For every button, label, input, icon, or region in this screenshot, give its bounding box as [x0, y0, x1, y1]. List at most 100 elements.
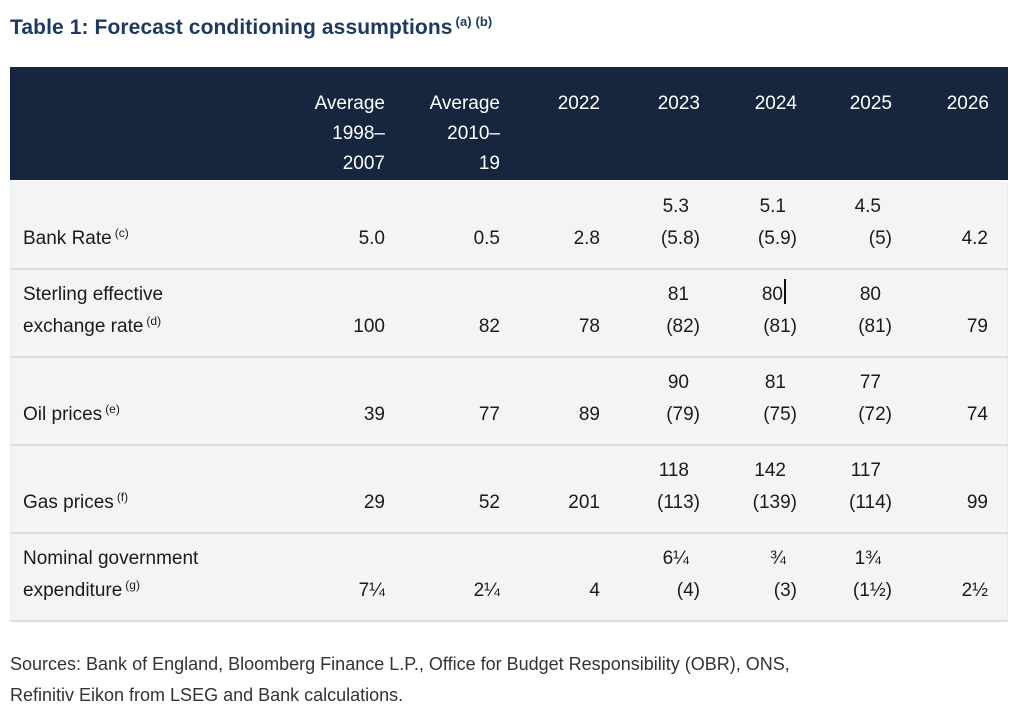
- cell-bottom-value: 78: [578, 316, 600, 337]
- data-cell: 4: [500, 534, 600, 622]
- cell-bottom-value: 201: [568, 492, 600, 513]
- cell-top-value: 5.3: [662, 196, 689, 217]
- sources-note: Sources: Bank of England, Bloomberg Fina…: [10, 654, 790, 705]
- data-cell: 52: [385, 446, 500, 534]
- footnote-marker: (e): [105, 401, 120, 416]
- cell-bottom-value: 52: [478, 492, 500, 513]
- cell-bottom-value: 2¼: [473, 580, 500, 601]
- table-row-nominal-government-expenditure: Nominal government expenditure (g) 7¼ 2¼ …: [10, 534, 1008, 622]
- footnote-marker: (g): [125, 577, 140, 592]
- table-row-sterling-exchange-rate: Sterling effective exchange rate (d) 100 …: [10, 270, 1008, 358]
- data-cell: 6¼ (4): [600, 534, 700, 622]
- cell-bottom-value: (81): [858, 316, 892, 337]
- cell-bottom-value: (75): [763, 404, 797, 425]
- cell-bottom-value: 4.2: [961, 228, 988, 249]
- row-label-cell: Sterling effective exchange rate (d): [10, 270, 258, 358]
- cell-bottom-value: (113): [657, 492, 700, 513]
- cell-top-value: 81: [764, 372, 786, 393]
- cell-bottom-value: 89: [578, 404, 600, 425]
- cell-bottom-value: 99: [966, 492, 988, 513]
- header-row: Average 1998– 2007 Average 2010– 19 2022…: [10, 67, 1008, 182]
- data-cell: 89: [500, 358, 600, 446]
- row-label: Nominal government expenditure: [23, 548, 199, 601]
- cell-bottom-value: (5.9): [757, 228, 797, 249]
- cell-top-value: 80: [761, 284, 783, 305]
- data-cell: 90 (79): [600, 358, 700, 446]
- header-cell-average-2010-19: Average 2010– 19: [385, 67, 500, 182]
- cell-top-value: 81: [667, 284, 689, 305]
- data-cell: 4.5 (5): [797, 182, 892, 270]
- cell-top-value: 6¼: [662, 548, 689, 569]
- row-label: Sterling effective exchange rate: [23, 284, 164, 337]
- cell-bottom-value: (4): [676, 580, 700, 601]
- data-cell: 80 (81): [797, 270, 892, 358]
- cell-top-value: 142: [754, 460, 786, 481]
- header-cell-2025: 2025: [797, 67, 892, 182]
- data-cell: 81 (82): [600, 270, 700, 358]
- cell-bottom-value: 29: [363, 492, 385, 513]
- data-cell: 142 (139): [700, 446, 797, 534]
- cell-top-value: ¾: [770, 548, 786, 569]
- cell-bottom-value: 4: [589, 580, 600, 601]
- row-label-cell: Nominal government expenditure (g): [10, 534, 258, 622]
- forecast-assumptions-table: Average 1998– 2007 Average 2010– 19 2022…: [10, 67, 1008, 622]
- row-label-cell: Gas prices (f): [10, 446, 258, 534]
- data-cell: 4.2: [892, 182, 1008, 270]
- cell-bottom-value: (82): [666, 316, 700, 337]
- cell-bottom-value: 77: [478, 404, 500, 425]
- data-cell: 117 (114): [797, 446, 892, 534]
- data-cell: 80 (81): [700, 270, 797, 358]
- table-row-bank-rate: Bank Rate (c) 5.0 0.5 2.8 5.3 (5.8) 5.1 (5.…: [10, 182, 1008, 270]
- header-cell-2026: 2026: [892, 67, 1008, 182]
- cell-bottom-value: 5.0: [358, 228, 385, 249]
- data-cell: 5.1 (5.9): [700, 182, 797, 270]
- data-cell: 79: [892, 270, 1008, 358]
- table-title-footnote-refs: (a) (b): [455, 14, 493, 29]
- data-cell: 99: [892, 446, 1008, 534]
- header-cell-empty: [10, 67, 258, 182]
- data-cell: 74: [892, 358, 1008, 446]
- data-cell: 5.0: [258, 182, 385, 270]
- data-cell: 1¾ (1½): [797, 534, 892, 622]
- cell-bottom-value: 2½: [961, 580, 988, 601]
- footnote-marker: (f): [116, 489, 129, 504]
- data-cell: 78: [500, 270, 600, 358]
- data-cell: 5.3 (5.8): [600, 182, 700, 270]
- header-cell-2023: 2023: [600, 67, 700, 182]
- data-cell: 118 (113): [600, 446, 700, 534]
- cell-bottom-value: (79): [666, 404, 700, 425]
- cell-top-value-with-caret: 80: [700, 279, 797, 311]
- cell-bottom-value: (3): [773, 580, 797, 601]
- data-cell: 81 (75): [700, 358, 797, 446]
- data-cell: 77: [385, 358, 500, 446]
- cell-top-value: 77: [859, 372, 881, 393]
- header-cell-2022: 2022: [500, 67, 600, 182]
- table-row-gas-prices: Gas prices (f) 29 52 201 118 (113) 142 (139…: [10, 446, 1008, 534]
- cell-bottom-value: 100: [353, 316, 385, 337]
- cell-bottom-value: 74: [966, 404, 988, 425]
- cell-top-value: 5.1: [759, 196, 786, 217]
- data-cell: 77 (72): [797, 358, 892, 446]
- data-cell: 29: [258, 446, 385, 534]
- data-cell: 201: [500, 446, 600, 534]
- header-cell-2024: 2024: [700, 67, 797, 182]
- cell-bottom-value: (72): [858, 404, 892, 425]
- header-cell-average-1998-2007: Average 1998– 2007: [258, 67, 385, 182]
- cell-top-value: 90: [667, 372, 689, 393]
- data-cell: ¾ (3): [700, 534, 797, 622]
- cell-top-value: 1¾: [854, 548, 881, 569]
- table-title: Table 1: Forecast conditioning assumptio…: [10, 14, 1017, 40]
- data-cell: 2½: [892, 534, 1008, 622]
- cell-bottom-value: 82: [478, 316, 500, 337]
- data-cell: 82: [385, 270, 500, 358]
- data-cell: 39: [258, 358, 385, 446]
- cell-bottom-value: (5.8): [660, 228, 700, 249]
- row-label: Oil prices: [23, 404, 103, 425]
- cell-bottom-value: (114): [849, 492, 892, 513]
- cell-bottom-value: 7¼: [358, 580, 385, 601]
- table-title-text: Table 1: Forecast conditioning assumptio…: [10, 16, 453, 39]
- data-cell: 0.5: [385, 182, 500, 270]
- text-caret: [784, 279, 786, 304]
- footnote-marker: (c): [114, 225, 129, 240]
- cell-bottom-value: 2.8: [573, 228, 600, 249]
